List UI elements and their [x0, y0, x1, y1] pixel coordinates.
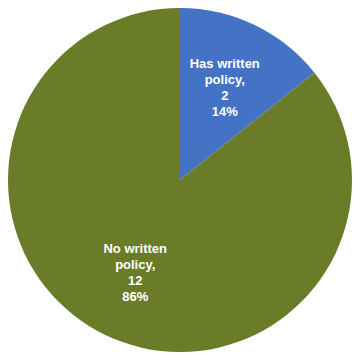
pie — [8, 8, 352, 352]
data-labels: Has writtenpolicy,214%No writtenpolicy,1… — [103, 56, 259, 305]
data-label-line: 12 — [128, 273, 142, 288]
data-label-line: No written — [103, 241, 167, 256]
data-label: No writtenpolicy,1286% — [103, 241, 167, 304]
data-label-line: 86% — [122, 289, 148, 304]
data-label-line: 14% — [212, 104, 238, 119]
data-label-line: policy, — [205, 72, 245, 87]
data-label: Has writtenpolicy,214% — [190, 56, 260, 119]
data-label-line: 2 — [221, 88, 228, 103]
chart: Has writtenpolicy,214%No writtenpolicy,1… — [0, 0, 360, 360]
data-label-line: Has written — [190, 56, 260, 71]
data-label-line: policy, — [115, 257, 155, 272]
slice — [8, 8, 352, 352]
